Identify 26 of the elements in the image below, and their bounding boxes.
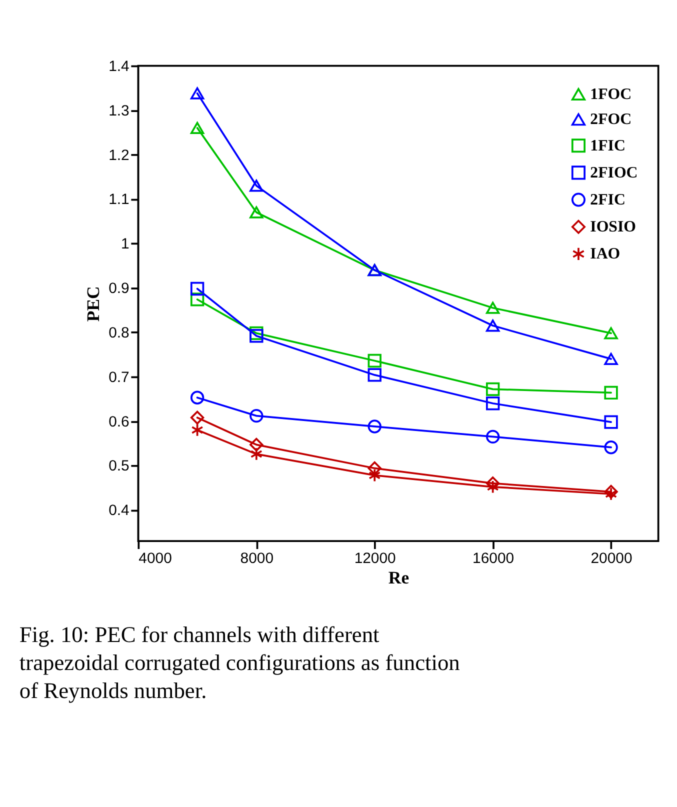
y-tick-label: 0.5 — [108, 458, 130, 475]
x-tick-label: 12000 — [354, 550, 396, 568]
x-tick-label: 8000 — [240, 550, 274, 568]
caption: Fig. 10: PEC for channels with different trapezoidal corrugated configurations as function of Reynolds number. — [19, 622, 460, 703]
legend-label: 2FOC — [590, 111, 632, 128]
y-tick-label: 0.8 — [108, 324, 130, 342]
legend-label: 2FIC — [590, 191, 626, 208]
x-tick-label: 16000 — [472, 550, 514, 568]
legend-label: 2FIOC — [590, 164, 638, 182]
y-tick-label: 0.9 — [108, 280, 130, 298]
x-tick-label: 20000 — [590, 550, 632, 568]
legend-label: 1FOC — [590, 86, 632, 103]
x-axis-title: Re — [388, 568, 410, 588]
y-tick-label: 1.2 — [108, 146, 130, 164]
y-tick-label: 0.4 — [108, 502, 130, 520]
y-tick-label: 1.3 — [108, 102, 130, 120]
y-tick-label: 1.4 — [108, 58, 130, 75]
legend-label: IAO — [590, 246, 620, 263]
y-tick-label: 0.6 — [108, 413, 130, 430]
legend-label: IOSIO — [590, 218, 636, 236]
x-tick-label: 4000 — [138, 550, 172, 568]
y-tick-label: 0.7 — [108, 368, 130, 386]
y-tick-label: 1.1 — [108, 191, 130, 208]
y-axis-title: PEC — [83, 286, 104, 322]
y-tick-label: 1 — [121, 236, 130, 253]
legend-label: 1FIC — [590, 137, 626, 154]
